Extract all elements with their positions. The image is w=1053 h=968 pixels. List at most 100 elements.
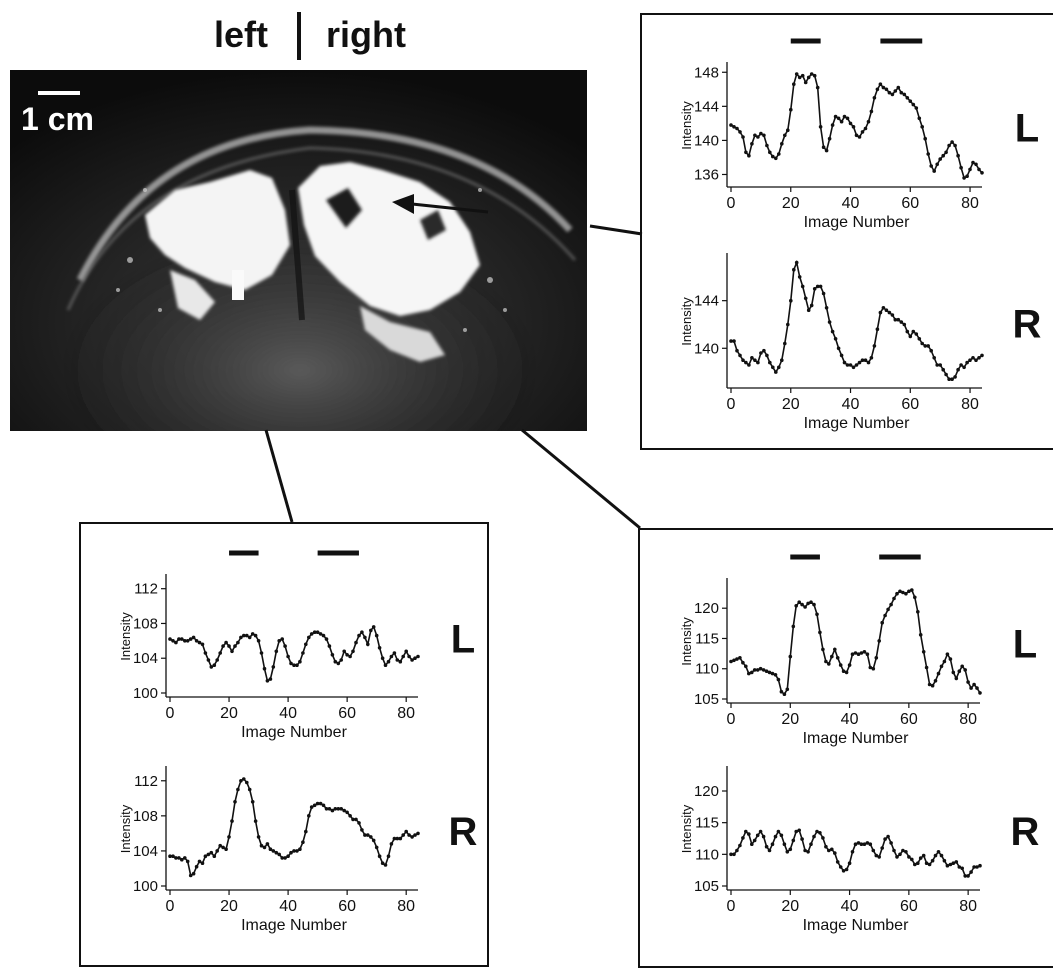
data-point (916, 861, 920, 865)
data-point (764, 844, 769, 849)
data-point (924, 861, 929, 865)
data-point (884, 87, 889, 92)
data-point (177, 856, 181, 860)
data-point (197, 640, 202, 645)
data-point (848, 363, 853, 367)
subplot-label: L (1015, 107, 1039, 151)
data-point (292, 849, 296, 853)
data-point (177, 637, 181, 641)
data-point (301, 840, 305, 844)
data-point (183, 639, 187, 643)
data-point (818, 831, 822, 835)
data-point (345, 810, 349, 815)
data-point (898, 589, 902, 594)
data-point (265, 842, 270, 846)
data-point (841, 669, 846, 673)
plot-bottom-right-r: 105 110 115 120 0 20 40 60 80 Image Number Intensi… (679, 766, 1040, 934)
data-point (957, 865, 962, 869)
data-point (842, 114, 847, 119)
data-point (212, 854, 217, 858)
data-point (857, 360, 862, 365)
data-point (761, 834, 766, 839)
data-point (971, 356, 975, 360)
panel-bottom-right (638, 528, 1053, 968)
data-point (929, 164, 933, 168)
brain-scan-graphic (10, 70, 587, 431)
data-point (910, 588, 914, 592)
data-point (809, 842, 813, 846)
data-point (948, 862, 953, 867)
data-point (738, 353, 742, 358)
data-point (227, 644, 231, 648)
data-point (866, 360, 871, 365)
data-point (875, 327, 880, 332)
data-point (283, 856, 287, 860)
data-point (783, 133, 787, 138)
data-point (209, 665, 214, 669)
data-point (880, 846, 884, 850)
y-tick-label: 105 (694, 691, 719, 708)
data-point (416, 831, 420, 836)
series-line (730, 589, 981, 696)
data-point (741, 358, 745, 363)
data-point (729, 123, 733, 127)
data-point (295, 849, 299, 853)
data-point (392, 836, 397, 841)
brain-scan-image (10, 70, 587, 431)
data-point (750, 670, 754, 675)
leader-lines (264, 224, 643, 530)
data-point (253, 819, 258, 823)
data-point (974, 162, 978, 167)
y-tick-label: 104 (133, 650, 158, 667)
data-point (295, 663, 299, 667)
data-point (327, 644, 332, 648)
data-point (895, 855, 899, 859)
data-point (753, 358, 757, 363)
data-point (859, 842, 864, 846)
data-point (735, 848, 739, 853)
data-point (877, 639, 881, 643)
y-tick-label: 120 (694, 600, 719, 617)
data-point (780, 142, 784, 146)
data-point (827, 848, 831, 853)
data-point (927, 682, 932, 687)
data-point (887, 310, 892, 315)
data-point (806, 601, 810, 606)
data-point (171, 854, 175, 858)
x-tick-label: 80 (397, 705, 415, 722)
data-point (965, 174, 969, 178)
data-point (962, 176, 966, 180)
x-tick-label: 80 (959, 898, 977, 915)
data-point (732, 852, 736, 857)
plot-bottom-left-r: 100 104 108 112 0 20 40 60 80 Image Number Intensi… (118, 766, 478, 934)
leader-line-bottom-right (521, 428, 641, 530)
data-point (413, 833, 417, 837)
data-point (245, 780, 249, 785)
data-point (786, 322, 790, 327)
data-point (755, 668, 760, 672)
data-point (750, 842, 754, 846)
data-point (768, 150, 772, 155)
data-point (224, 640, 228, 645)
data-point (360, 630, 364, 634)
subplot-label: L (1013, 623, 1037, 667)
data-point (941, 367, 945, 372)
data-point (948, 657, 953, 661)
data-point (774, 156, 778, 161)
data-point (890, 313, 895, 317)
data-point (833, 114, 838, 119)
data-point (956, 367, 960, 372)
data-point (309, 805, 314, 809)
data-point (923, 344, 927, 348)
y-tick-label: 148 (694, 64, 719, 81)
data-point (307, 635, 311, 640)
data-point (947, 377, 951, 382)
data-point (354, 817, 358, 822)
data-point (881, 306, 886, 310)
data-point (878, 310, 883, 315)
data-point (756, 360, 760, 365)
data-point (945, 652, 950, 656)
data-point (953, 143, 957, 148)
data-point (824, 306, 829, 310)
